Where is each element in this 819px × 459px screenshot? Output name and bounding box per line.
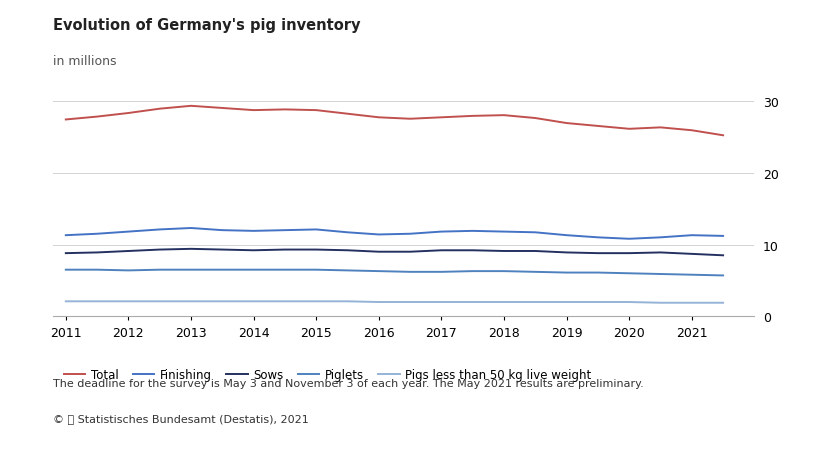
Text: in millions: in millions: [53, 55, 116, 68]
Text: Evolution of Germany's pig inventory: Evolution of Germany's pig inventory: [53, 18, 360, 34]
Text: The deadline for the survey is May 3 and November 3 of each year. The May 2021 r: The deadline for the survey is May 3 and…: [53, 379, 643, 389]
Legend: Total, Finishing, Sows, Piglets, Pigs less than 50 kg live weight: Total, Finishing, Sows, Piglets, Pigs le…: [59, 364, 595, 386]
Text: © 📊 Statistisches Bundesamt (Destatis), 2021: © 📊 Statistisches Bundesamt (Destatis), …: [53, 413, 309, 423]
